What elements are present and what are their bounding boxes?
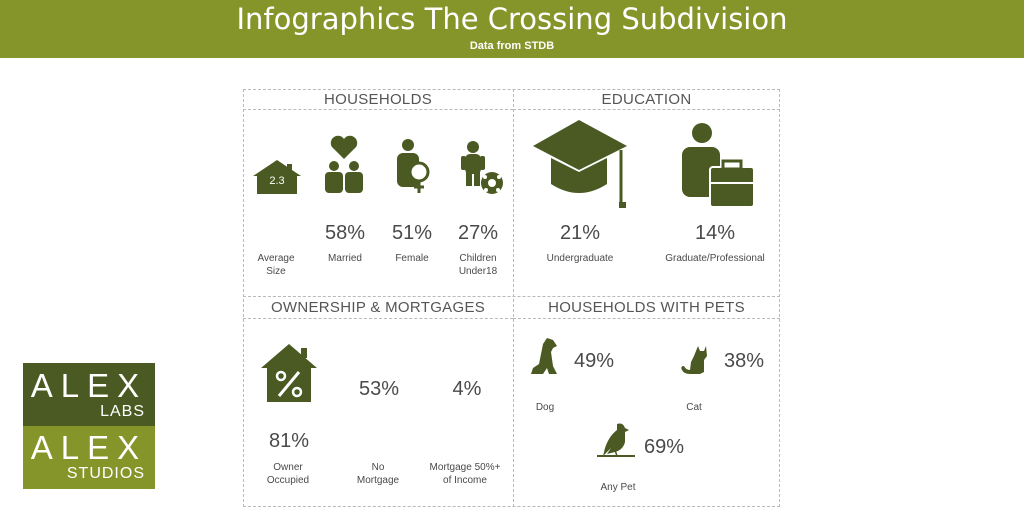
cat-pct: 38% [723, 350, 765, 372]
alex-labs-logo: ALEX LABS [23, 363, 155, 426]
dog-icon [529, 336, 561, 376]
mortgage-50-label: Mortgage 50%+ of Income [429, 462, 501, 486]
no-mortgage-label: No Mortgage [356, 462, 400, 486]
header-banner: Infographics The Crossing Subdivision Da… [0, 0, 1024, 58]
ownership-title-underline [243, 318, 513, 319]
cat-icon [678, 344, 710, 376]
page-subtitle: Data from STDB [469, 40, 555, 52]
bird-icon [595, 422, 637, 458]
average-size-label: Average Size [257, 253, 295, 277]
married-pct: 58% [324, 222, 366, 244]
pets-title-underline [513, 318, 780, 319]
horizontal-divider [243, 296, 780, 297]
dog-pct: 49% [573, 350, 615, 372]
children-pct: 27% [457, 222, 499, 244]
ownership-title: OWNERSHIP & MORTGAGES [270, 299, 486, 316]
any-pet-label: Any Pet [600, 482, 636, 493]
cat-label: Cat [686, 402, 702, 413]
graduate-pct: 14% [694, 222, 736, 244]
pets-title: HOUSEHOLDS WITH PETS [548, 299, 745, 316]
undergraduate-label: Undergraduate [546, 253, 614, 264]
percent-house-icon [259, 342, 319, 404]
page-title: Infographics The Crossing Subdivision [236, 2, 788, 36]
logo-top-sub: LABS [100, 403, 145, 420]
child-ball-icon [457, 140, 505, 196]
female-icon [395, 137, 431, 195]
average-size-value: 2.3 [269, 175, 285, 187]
households-title: HOUSEHOLDS [323, 91, 433, 108]
vertical-divider [513, 89, 514, 507]
graduation-cap-icon [531, 118, 631, 210]
households-title-underline [243, 109, 513, 110]
dog-label: Dog [535, 402, 555, 413]
mortgage-50-pct: 4% [452, 378, 482, 400]
owner-occupied-pct: 81% [268, 430, 310, 452]
education-title: EDUCATION [601, 91, 692, 108]
undergraduate-pct: 21% [559, 222, 601, 244]
person-briefcase-icon [680, 121, 756, 209]
alex-studios-logo: ALEX STUDIOS [23, 426, 155, 489]
logo-top-word: ALEX [30, 367, 148, 404]
children-label: Children Under18 [458, 253, 498, 277]
graduate-label: Graduate/Professional [665, 253, 765, 264]
owner-occupied-label: Owner Occupied [266, 462, 310, 486]
female-label: Female [395, 253, 429, 264]
female-pct: 51% [391, 222, 433, 244]
infographic-frame [243, 89, 780, 507]
education-title-underline [513, 109, 780, 110]
logo-bottom-word: ALEX [30, 429, 148, 466]
couple-heart-icon [322, 133, 366, 195]
married-label: Married [328, 253, 362, 264]
no-mortgage-pct: 53% [358, 378, 400, 400]
house-icon [251, 158, 303, 196]
any-pet-pct: 69% [643, 436, 685, 458]
logo-bottom-sub: STUDIOS [66, 465, 145, 482]
